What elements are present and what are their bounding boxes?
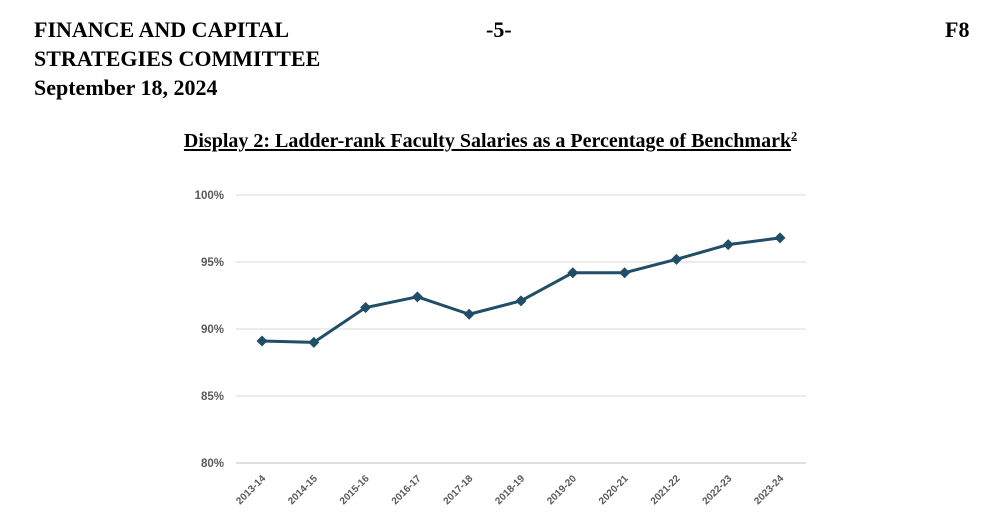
page-number: -5- <box>486 17 512 42</box>
data-point-marker <box>515 295 527 307</box>
x-tick-label: 2017-18 <box>442 473 476 507</box>
y-tick-label: 95% <box>201 257 224 269</box>
x-tick-label: 2021-22 <box>649 473 683 507</box>
data-point-marker <box>722 239 734 251</box>
data-point-marker <box>308 336 320 348</box>
data-point-marker <box>463 308 475 320</box>
series-line <box>261 236 781 344</box>
data-point-marker <box>774 232 786 244</box>
y-tick-label: 80% <box>201 458 224 470</box>
x-tick-label: 2020-21 <box>597 473 631 507</box>
x-tick-label: 2014-15 <box>286 473 320 507</box>
data-point-marker <box>619 267 631 279</box>
meeting-date: September 18, 2024 <box>34 75 218 100</box>
y-tick-label: 85% <box>201 391 224 403</box>
x-tick-label: 2019-20 <box>545 473 579 507</box>
x-tick-label: 2018-19 <box>493 473 527 507</box>
item-code: F8 <box>945 17 970 42</box>
y-tick-label: 90% <box>201 324 224 336</box>
display-title: Display 2: Ladder-rank Faculty Salaries … <box>0 128 981 154</box>
committee-name-line-2: STRATEGIES COMMITTEE <box>34 46 321 71</box>
data-point-marker <box>360 302 372 314</box>
x-tick-label: 2015-16 <box>338 473 372 507</box>
data-point-marker <box>411 291 423 303</box>
x-tick-label: 2013-14 <box>234 473 268 507</box>
x-tick-label: 2016-17 <box>390 473 424 507</box>
data-point-marker <box>670 253 682 265</box>
data-point-marker <box>567 267 579 279</box>
data-point-marker <box>256 335 268 347</box>
committee-header: FINANCE AND CAPITAL STRATEGIES COMMITTEE… <box>34 15 320 102</box>
display-title-text: Display 2: Ladder-rank Faculty Salaries … <box>183 130 792 152</box>
x-tick-label: 2023-24 <box>752 473 786 507</box>
committee-name-line-1: FINANCE AND CAPITAL <box>34 17 290 42</box>
footnote-reference: 2 <box>791 128 798 143</box>
x-tick-label: 2022-23 <box>701 473 735 507</box>
y-tick-label: 100% <box>195 190 224 202</box>
